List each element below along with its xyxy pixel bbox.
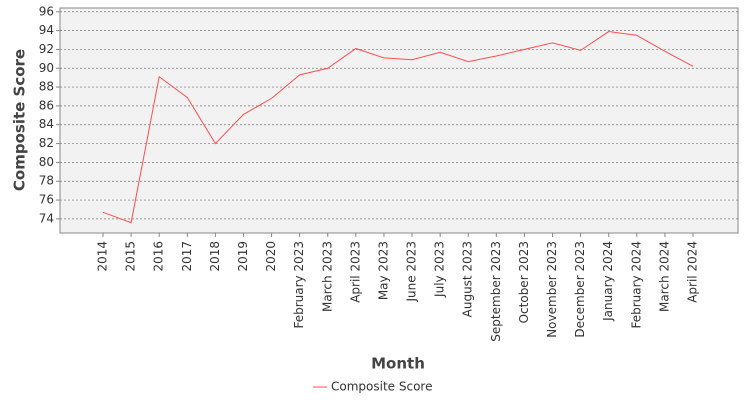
y-tick-label: 84 (39, 117, 54, 131)
x-tick-label: 2017 (180, 241, 194, 272)
x-tick-label: 2016 (152, 241, 166, 272)
legend-label: Composite Score (331, 380, 432, 394)
x-tick-label: November 2023 (545, 241, 559, 338)
x-tick-label: October 2023 (517, 241, 531, 323)
x-tick-label: 2018 (208, 241, 222, 272)
x-tick-label: August 2023 (461, 241, 475, 317)
x-tick-label: December 2023 (573, 241, 587, 338)
y-tick-label: 78 (39, 174, 54, 188)
x-tick-label: July 2023 (433, 241, 447, 298)
y-tick-label: 76 (39, 193, 54, 207)
x-tick-label: March 2023 (320, 241, 334, 312)
series-line (102, 31, 694, 224)
x-tick-label: May 2023 (376, 241, 390, 300)
y-tick-label: 96 (39, 4, 54, 18)
y-tick-label: 92 (39, 42, 54, 56)
x-tick-label: April 2024 (686, 241, 700, 303)
x-tick-label: 2015 (124, 241, 138, 272)
x-tick-label: February 2024 (629, 241, 643, 329)
x-axis-title: Month (371, 355, 425, 373)
x-tick-label: March 2024 (657, 241, 671, 312)
x-tick-label: 2019 (236, 241, 250, 272)
x-tick-label: September 2023 (489, 241, 503, 342)
x-tick-label: February 2023 (292, 241, 306, 329)
plot-area (59, 7, 739, 234)
y-tick-label: 94 (39, 23, 54, 37)
x-tick-label: January 2024 (601, 241, 615, 322)
y-tick-label: 86 (39, 98, 54, 112)
x-tick-label: 2020 (264, 241, 278, 272)
y-axis-title: Composite Score (11, 49, 29, 191)
x-tick-label: 2014 (96, 241, 110, 272)
y-tick-label: 88 (39, 80, 54, 94)
y-tick-label: 82 (39, 136, 54, 150)
y-tick-label: 74 (39, 211, 54, 225)
x-tick-label: April 2023 (348, 241, 362, 303)
x-tick-label: June 2023 (405, 241, 419, 303)
y-tick-label: 90 (39, 61, 54, 75)
y-tick-label: 80 (39, 155, 54, 169)
